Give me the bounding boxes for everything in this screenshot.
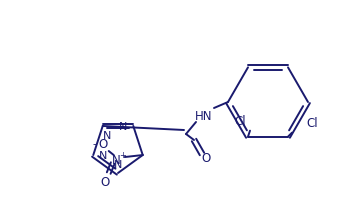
Text: O: O: [98, 137, 108, 150]
Text: N: N: [103, 130, 111, 140]
Text: Cl: Cl: [234, 115, 246, 127]
Text: N: N: [119, 121, 127, 131]
Text: N: N: [114, 159, 122, 169]
Text: -: -: [93, 138, 96, 148]
Text: O: O: [201, 151, 211, 164]
Text: N: N: [99, 150, 108, 160]
Text: N: N: [112, 153, 121, 166]
Text: +: +: [119, 150, 126, 159]
Text: HN: HN: [195, 110, 213, 123]
Text: O: O: [100, 175, 109, 188]
Text: Cl: Cl: [306, 117, 318, 129]
